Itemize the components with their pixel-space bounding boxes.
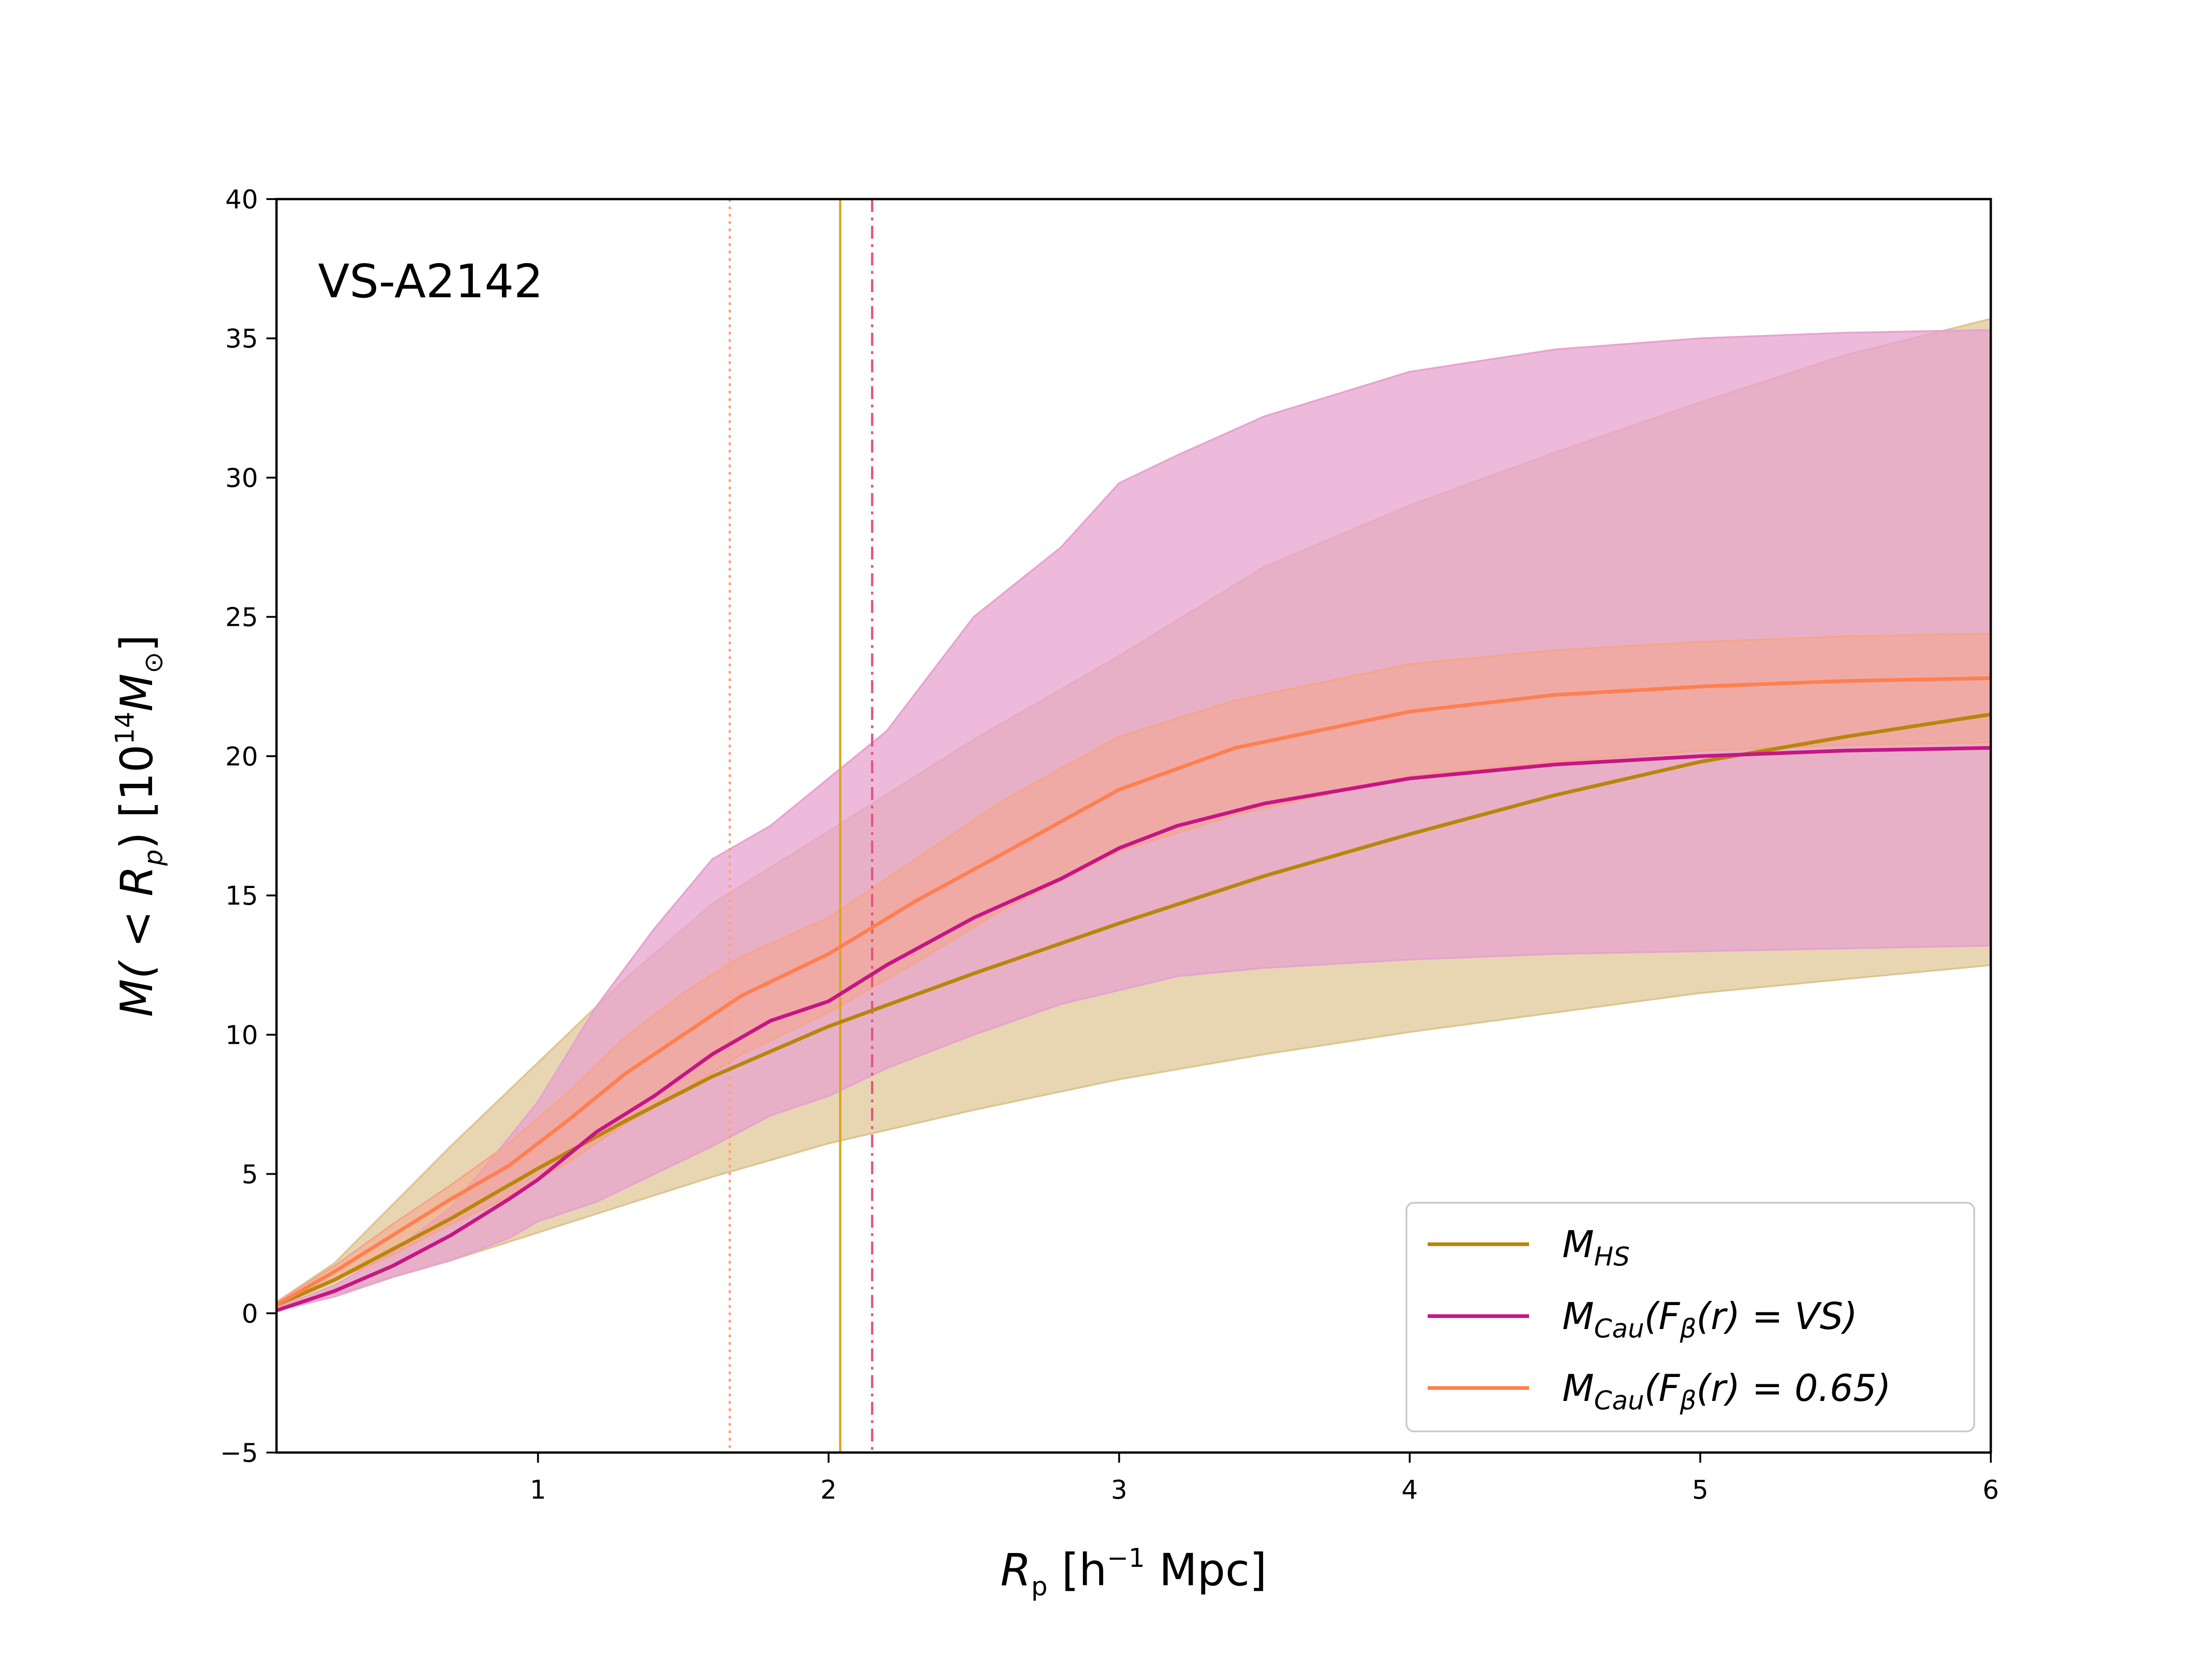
y-tick-label: 0 (241, 1299, 258, 1329)
y-axis-title: M( < Rp) [1014M⊙] (110, 635, 169, 1017)
line-hs (276, 712, 1991, 1307)
line-b065 (276, 676, 1991, 1307)
y-tick-label: 10 (225, 1020, 258, 1050)
y-tick-label: 5 (241, 1160, 258, 1190)
legend-label-hs: MHS (1562, 1223, 1630, 1272)
legend-label-vs: MCau(Fβ(r) = VS) (1562, 1295, 1858, 1344)
band-b065 (276, 632, 1991, 1309)
cluster-annotation: VS-A2142 (318, 254, 543, 308)
series-lines (276, 676, 1991, 1312)
y-axis-ticks: −5 0 5 10 15 20 25 30 35 40 (220, 185, 276, 1468)
x-tick-label: 5 (1692, 1475, 1709, 1505)
x-axis-ticks: 1 2 3 4 5 6 (530, 1453, 1999, 1505)
y-tick-label: 40 (225, 185, 258, 215)
y-tick-label: 30 (225, 463, 258, 493)
radius-markers (729, 199, 874, 1453)
x-tick-label: 4 (1401, 1475, 1418, 1505)
legend-box (1406, 1202, 1975, 1432)
x-tick-label: 2 (820, 1475, 837, 1505)
y-tick-label: 35 (225, 324, 258, 354)
x-tick-label: 1 (530, 1475, 547, 1505)
y-tick-label: 20 (225, 742, 258, 772)
y-tick-label: −5 (220, 1438, 258, 1468)
legend-label-b065: MCau(Fβ(r) = 0.65) (1562, 1367, 1891, 1416)
y-tick-label: 25 (225, 603, 258, 633)
plot-frame (275, 198, 1992, 1454)
y-tick-label: 15 (225, 881, 258, 911)
x-tick-label: 3 (1111, 1475, 1128, 1505)
x-tick-label: 6 (1983, 1475, 1999, 1505)
line-vs (276, 746, 1991, 1312)
legend: MHS MCau(Fβ(r) = VS) MCau(Fβ(r) = 0.65) (1406, 1202, 1975, 1432)
x-axis-title: Rp [h−1 Mpc] (1000, 1543, 1267, 1602)
